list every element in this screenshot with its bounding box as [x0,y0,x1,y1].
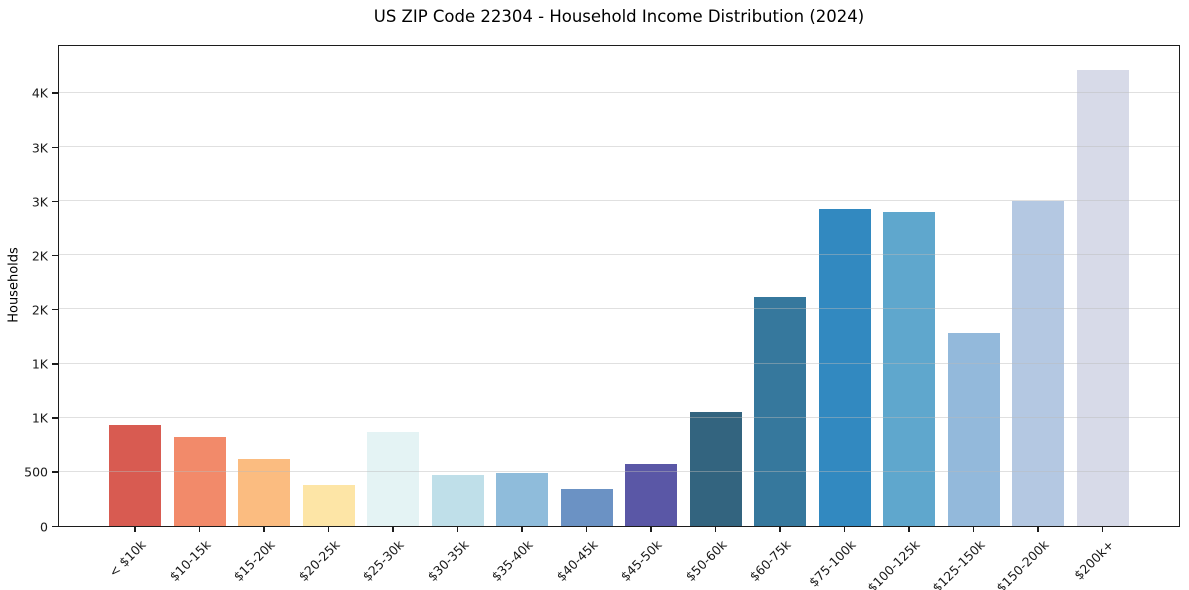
y-tick-label: 2K [31,248,48,264]
bar-$150-200k [1012,200,1064,526]
x-tick-mark [392,527,394,532]
x-tick-label: $50-60k [682,537,730,585]
y-tick-mark [52,308,58,311]
bar-$20-25k [302,484,355,526]
chart-title: US ZIP Code 22304 - Household Income Dis… [373,7,865,26]
gridline [59,91,1179,93]
x-tick-label: $40-45k [553,537,601,585]
x-tick-mark [908,527,910,532]
x-tick-label: $125-150k [928,537,988,590]
x-tick-mark [585,527,587,532]
x-tick-label: $75-100k [805,537,859,590]
bar-$200k+ [1076,69,1129,526]
x-tick-label: $60-75k [746,537,794,585]
x-tick-label: $15-20k [230,537,278,585]
x-tick-label: < $10k [105,537,149,580]
x-tick-mark [972,527,974,532]
x-tick-mark [134,527,136,532]
bar-< $10k [109,425,161,526]
x-tick-label: $150-200k [993,537,1052,590]
gridline [59,416,1179,418]
y-tick-mark [52,146,58,149]
bar-$40-45k [560,488,613,526]
x-tick-label: $10-15k [166,537,214,585]
x-tick-label: $35-40k [488,537,536,585]
bar-$30-35k [431,475,484,526]
y-tick-mark [52,92,58,94]
gridline [59,362,1179,364]
bar-$10-15k [173,437,226,526]
x-tick-mark [456,527,458,532]
x-tick-mark [1101,527,1103,532]
x-tick-label: $25-30k [359,537,407,585]
x-tick-mark [1037,527,1039,532]
x-tick-label: $45-50k [617,537,665,585]
x-tick-mark [779,527,781,532]
y-tick-mark [52,525,58,527]
y-tick-label: 1K [31,410,48,426]
y-tick-label: 0 [40,519,48,534]
x-tick-label: $200k+ [1070,537,1117,583]
bar-$75-100k [818,208,871,526]
bar-$15-20k [238,458,290,526]
gridline [59,470,1179,472]
y-tick-mark [52,471,58,473]
y-tick-mark [52,200,58,203]
gridline [59,146,1179,148]
x-tick-mark [263,527,265,532]
plot-area [58,45,1180,527]
y-tick-mark [52,254,58,257]
gridline [59,254,1179,256]
y-tick-label: 2K [31,302,48,318]
x-tick-mark [198,527,200,532]
gridline [59,200,1179,202]
bar-$125-150k [947,332,1000,526]
y-tick-mark [52,417,58,419]
bar-$100-125k [883,212,935,526]
bar-$25-30k [367,432,419,526]
gridline [59,308,1179,310]
y-tick-label: 3K [31,194,48,210]
bar-$60-75k [754,297,806,526]
x-tick-label: $30-35k [424,537,472,585]
bar-$50-60k [689,412,742,526]
x-tick-mark [650,527,652,532]
x-tick-label: $20-25k [295,537,343,585]
x-tick-label: $100-125k [864,537,923,590]
x-tick-mark [714,527,716,532]
y-tick-label: 1K [31,356,48,372]
x-tick-mark [521,527,523,532]
y-tick-mark [52,363,58,365]
bar-$45-50k [625,464,677,526]
x-tick-mark [843,527,845,532]
y-tick-label: 3K [31,140,48,156]
y-tick-label: 500 [24,464,48,480]
y-tick-label: 4K [31,85,48,101]
bar-$35-40k [496,472,548,526]
x-tick-mark [327,527,329,532]
